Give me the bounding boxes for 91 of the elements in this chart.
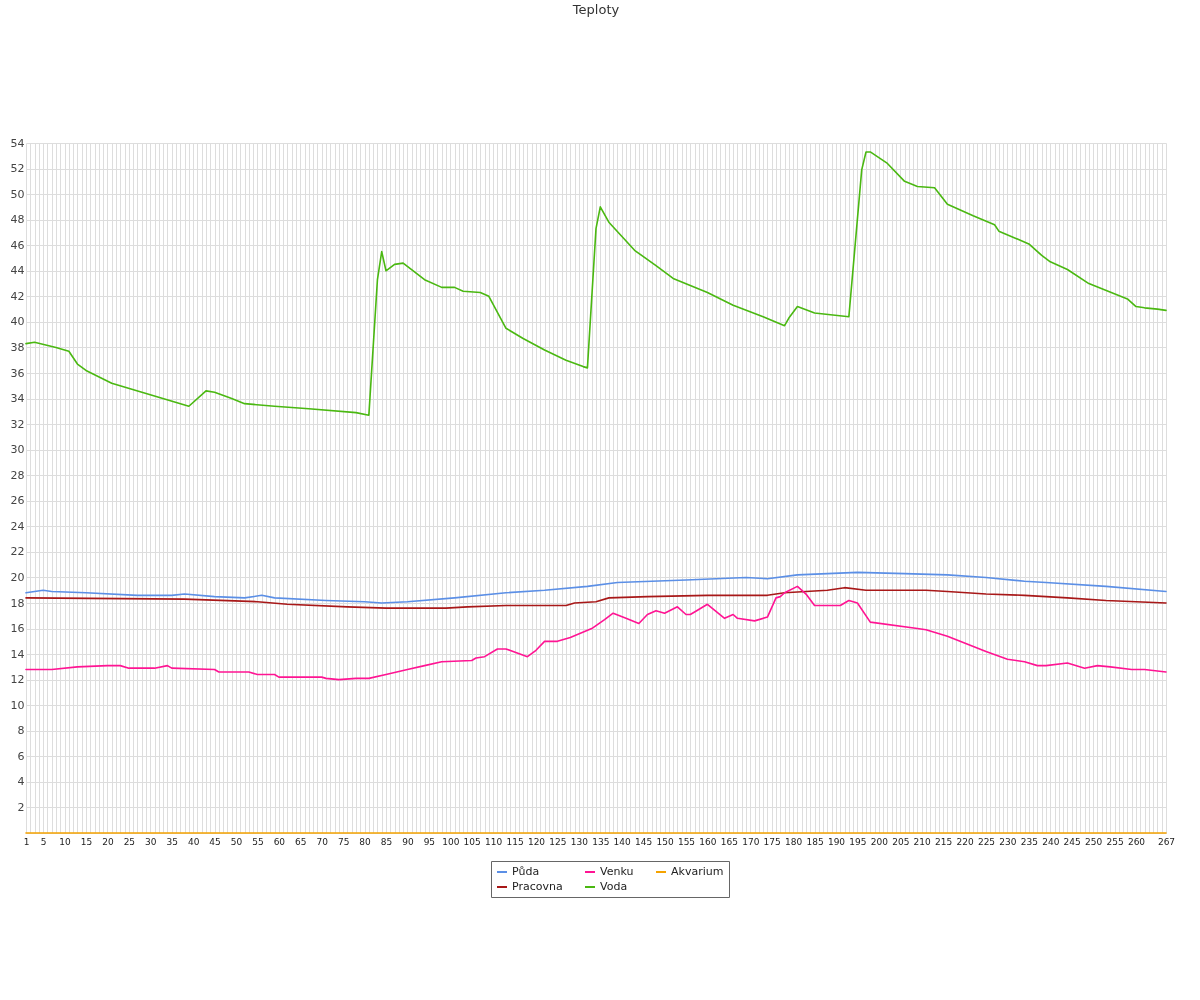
y-tick-label: 8 (17, 724, 25, 738)
y-tick-label: 14 (10, 647, 25, 661)
x-tick-label: 50 (230, 836, 243, 847)
x-tick-label: 215 (935, 836, 953, 847)
x-tick-label: 75 (337, 836, 350, 847)
y-tick-label: 38 (10, 340, 25, 354)
x-tick-label: 165 (720, 836, 738, 847)
y-tick-label: 26 (10, 494, 25, 508)
legend-label: Venku (600, 865, 634, 878)
x-tick-label: 105 (463, 836, 481, 847)
x-tick-label: 150 (656, 836, 674, 847)
x-tick-label: 20 (102, 836, 114, 847)
line-series (25, 585, 1167, 681)
y-tick-label: 18 (10, 596, 25, 610)
y-tick-label: 40 (10, 315, 25, 329)
x-tick-label: 190 (827, 836, 846, 847)
x-tick-label: 220 (956, 836, 974, 847)
x-tick-label: 260 (1127, 836, 1146, 847)
y-tick-label: 52 (10, 162, 25, 176)
x-tick-label: 195 (849, 836, 867, 847)
y-tick-label: 12 (10, 673, 25, 687)
legend-label: Akvarium (671, 865, 724, 878)
y-tick-label: 30 (10, 443, 25, 457)
y-tick-label: 46 (10, 238, 25, 252)
x-tick-label: 40 (187, 836, 200, 847)
x-tick-label: 250 (1085, 836, 1103, 847)
x-tick-label: 60 (273, 836, 286, 847)
x-tick-label: 80 (359, 836, 372, 847)
x-tick-label: 100 (442, 836, 460, 847)
x-tick-label: 170 (742, 836, 760, 847)
x-tick-label: 175 (763, 836, 781, 847)
x-tick-label: 110 (485, 836, 503, 847)
x-tick-label: 35 (166, 836, 178, 847)
y-tick-label: 24 (10, 519, 25, 533)
y-tick-label: 50 (10, 187, 25, 201)
x-tick-label: 55 (252, 836, 264, 847)
y-tick-label: 36 (10, 366, 25, 380)
y-tick-label: 4 (17, 775, 25, 789)
y-tick-label: 32 (10, 417, 25, 431)
x-tick-label: 155 (677, 836, 696, 847)
x-tick-label: 1 (23, 836, 30, 847)
x-tick-label: 10 (59, 836, 72, 847)
x-tick-label: 230 (999, 836, 1017, 847)
x-tick-label: 225 (977, 836, 996, 847)
x-tick-label: 267 (1157, 836, 1176, 847)
legend-label: Voda (600, 880, 628, 893)
x-tick-label: 125 (549, 836, 567, 847)
x-tick-label: 240 (1042, 836, 1060, 847)
x-tick-label: 85 (380, 836, 393, 847)
x-tick-label: 45 (209, 836, 221, 847)
x-tick-label: 130 (570, 836, 589, 847)
x-tick-label: 140 (613, 836, 632, 847)
y-tick-label: 28 (10, 468, 25, 482)
x-tick-label: 115 (506, 836, 524, 847)
y-tick-label: 6 (17, 749, 25, 763)
x-tick-label: 245 (1063, 836, 1081, 847)
x-tick-label: 5 (40, 836, 47, 847)
x-tick-label: 90 (402, 836, 414, 847)
y-tick-label: 48 (10, 213, 25, 227)
x-tick-label: 145 (635, 836, 653, 847)
x-tick-label: 180 (785, 836, 803, 847)
y-tick-label: 16 (10, 622, 25, 636)
x-tick-label: 95 (423, 836, 436, 847)
y-tick-label: 22 (10, 545, 25, 559)
y-tick-label: 34 (10, 392, 25, 406)
x-tick-label: 120 (527, 836, 546, 847)
x-tick-label: 65 (295, 836, 307, 847)
y-tick-label: 2 (17, 800, 25, 814)
y-tick-label: 20 (10, 570, 25, 584)
y-tick-label: 44 (10, 264, 25, 278)
x-tick-label: 235 (1020, 836, 1038, 847)
y-tick-label: 54 (10, 136, 25, 150)
x-tick-label: 15 (80, 836, 93, 847)
y-tick-label: 42 (10, 289, 25, 303)
x-tick-label: 70 (316, 836, 329, 847)
x-tick-label: 30 (145, 836, 157, 847)
legend-label: Půda (512, 865, 540, 878)
line-series (25, 571, 1167, 604)
x-tick-label: 200 (870, 836, 889, 847)
line-series (25, 586, 1167, 609)
x-tick-label: 185 (806, 836, 824, 847)
x-tick-label: 205 (892, 836, 910, 847)
x-tick-label: 255 (1106, 836, 1124, 847)
legend-label: Pracovna (512, 880, 563, 893)
chart-title: Teploty (571, 2, 620, 17)
y-tick-label: 10 (10, 698, 25, 712)
x-tick-label: 160 (699, 836, 717, 847)
x-tick-label: 210 (913, 836, 932, 847)
x-tick-label: 135 (592, 836, 610, 847)
line-series (25, 151, 1167, 416)
x-tick-label: 25 (123, 836, 136, 847)
